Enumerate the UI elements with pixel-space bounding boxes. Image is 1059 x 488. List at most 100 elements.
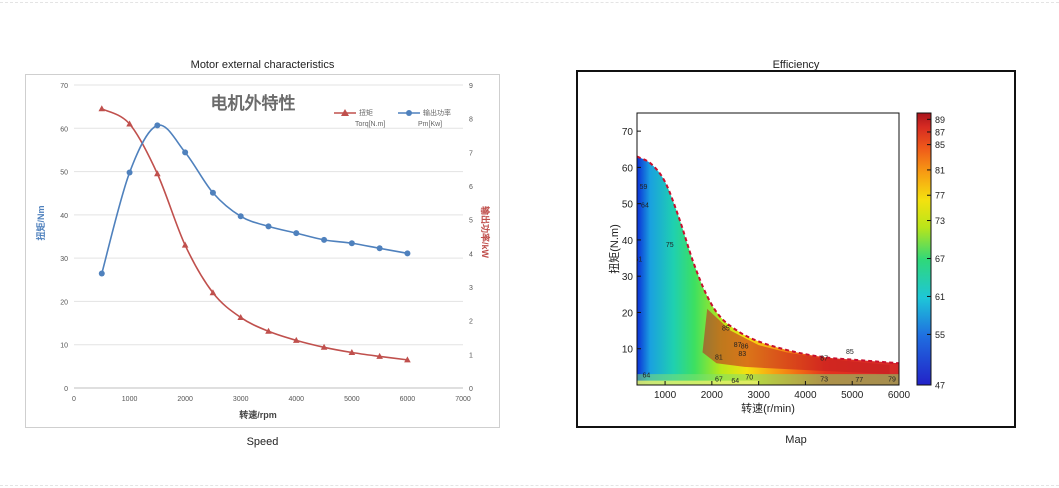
torque-data-point bbox=[320, 343, 328, 350]
contour-label: 59 bbox=[640, 184, 648, 191]
low-torque-shade bbox=[637, 380, 759, 385]
y-right-tick-label: 6 bbox=[469, 184, 473, 191]
map-x-tick-label: 3000 bbox=[748, 390, 771, 401]
contour-label: 79 bbox=[888, 376, 896, 383]
power-series-line bbox=[101, 124, 408, 274]
plot-frame bbox=[636, 112, 900, 386]
x-tick-label: 2000 bbox=[177, 396, 193, 403]
y-left-tick-label: 60 bbox=[60, 126, 68, 133]
contour-label: 85 bbox=[722, 326, 730, 333]
map-y-tick-label: 10 bbox=[622, 345, 634, 356]
map-y-tick-label: 40 bbox=[622, 236, 634, 247]
contour-label: 81 bbox=[715, 355, 723, 362]
torque-series-line bbox=[101, 108, 408, 361]
y-right-tick-label: 1 bbox=[469, 352, 473, 359]
map-y-tick-label: 70 bbox=[622, 127, 634, 138]
torque-data-point bbox=[292, 336, 300, 343]
y-left-tick-label: 70 bbox=[60, 83, 68, 90]
contour-label: 77 bbox=[855, 377, 863, 384]
y-right-tick-label: 4 bbox=[469, 251, 473, 258]
x-axis-label: 转速/rpm bbox=[239, 409, 277, 420]
contour-label: 83 bbox=[738, 351, 746, 358]
chart-legend: 扭矩 Torq[N.m] 输出功率 Pm[Kw] bbox=[334, 108, 451, 128]
torque-data-point bbox=[265, 327, 272, 334]
colorbar-tick-label: 89 bbox=[935, 115, 945, 125]
colorbar-tick-label: 73 bbox=[935, 216, 945, 226]
chart-series bbox=[98, 105, 411, 363]
y-left-tick-label: 30 bbox=[60, 256, 68, 263]
chart-gridlines bbox=[74, 84, 463, 389]
torque-data-point bbox=[181, 241, 189, 248]
power-data-point bbox=[98, 270, 105, 277]
y-right-tick-label: 7 bbox=[469, 150, 473, 157]
map-y-tick-label: 50 bbox=[622, 200, 634, 211]
map-x-tick-label: 4000 bbox=[794, 390, 817, 401]
motor-characteristics-chart: 0 10 20 30 40 50 60 70 0 1 2 3 4 5 6 7 8 9 0 1000 2000 3000 40… bbox=[25, 74, 500, 428]
colorbar-tick-label: 87 bbox=[935, 127, 945, 137]
map-tick-labels: 1000 2000 3000 4000 5000 6000 10 20 30 40 50 60 70 bbox=[622, 127, 911, 401]
low-torque-shade bbox=[637, 374, 899, 385]
x-tick-label: 1000 bbox=[122, 396, 138, 403]
x-tick-label: 0 bbox=[72, 396, 76, 403]
y-left-tick-label: 20 bbox=[60, 299, 68, 306]
y-right-tick-label: 0 bbox=[469, 386, 473, 393]
contour-label: 67 bbox=[715, 376, 723, 383]
power-data-point bbox=[182, 149, 189, 156]
x-tick-label: 4000 bbox=[288, 396, 304, 403]
power-data-point bbox=[237, 213, 244, 220]
map-x-tick-label: 1000 bbox=[654, 390, 677, 401]
efficiency-map-chart: 59 64 75 61 85 87 86 81 83 64 67 64 70 73 77 87 85 79 100… bbox=[576, 70, 1016, 428]
colorbar-tick-label: 55 bbox=[935, 330, 945, 340]
torque-data-point bbox=[154, 170, 161, 177]
map-y-tick-label: 30 bbox=[622, 272, 634, 283]
power-data-point bbox=[293, 230, 300, 237]
torque-data-point bbox=[209, 289, 217, 296]
map-y-tick-label: 60 bbox=[622, 163, 634, 174]
contour-label: 85 bbox=[846, 349, 854, 356]
y-left-tick-label: 10 bbox=[60, 343, 68, 350]
power-data-point bbox=[265, 223, 272, 230]
power-data-point bbox=[321, 236, 328, 243]
low-torque-band bbox=[637, 374, 899, 385]
power-data-point bbox=[126, 169, 133, 176]
y-right-tick-label: 2 bbox=[469, 319, 473, 326]
map-y-axis-label: 扭矩(N.m) bbox=[607, 224, 621, 274]
contour-label: 73 bbox=[820, 376, 828, 383]
legend-torque-unit: Torq[N.m] bbox=[355, 121, 385, 128]
colorbar-tick-label: 61 bbox=[935, 292, 945, 302]
chart-title: 电机外特性 bbox=[211, 93, 296, 113]
y-right-tick-label: 3 bbox=[469, 285, 473, 292]
y-left-tick-label: 50 bbox=[60, 170, 68, 177]
torque-limit-boundary bbox=[637, 155, 899, 365]
torque-data-point bbox=[348, 349, 356, 356]
x-tick-label: 5000 bbox=[344, 396, 360, 403]
legend-torque-name: 扭矩 bbox=[359, 108, 373, 117]
x-tick-label: 3000 bbox=[233, 396, 249, 403]
y-right-tick-label: 5 bbox=[469, 218, 473, 225]
map-x-tick-label: 5000 bbox=[841, 390, 864, 401]
map-y-tick-label: 20 bbox=[622, 308, 634, 319]
chart-tick-labels: 0 10 20 30 40 50 60 70 0 1 2 3 4 5 6 7 8 9 0 1000 2000 3000 40… bbox=[60, 83, 473, 403]
contour-label: 61 bbox=[635, 257, 643, 264]
contour-label: 87 bbox=[734, 342, 742, 349]
torque-data-point bbox=[237, 313, 245, 320]
power-data-point bbox=[209, 189, 216, 196]
colorbar bbox=[916, 112, 932, 386]
colorbar-tick-label: 85 bbox=[935, 140, 945, 150]
y-right-tick-label: 9 bbox=[469, 83, 473, 90]
power-data-point bbox=[376, 245, 383, 252]
colorbar-tick-labels: 47 55 61 67 73 77 81 85 87 89 bbox=[927, 115, 945, 391]
torque-data-point bbox=[376, 352, 383, 359]
torque-data-point bbox=[126, 120, 133, 127]
contour-label: 64 bbox=[641, 202, 649, 209]
colorbar-tick-label: 81 bbox=[935, 165, 945, 175]
y-axis-right-label: 输出功率/kW bbox=[480, 206, 491, 259]
peak-efficiency-zone bbox=[702, 308, 890, 375]
colorbar-tick-label: 47 bbox=[935, 381, 945, 391]
torque-data-point bbox=[98, 105, 106, 112]
y-left-tick-label: 0 bbox=[64, 386, 68, 393]
colorbar-tick-label: 77 bbox=[935, 191, 945, 201]
contour-label: 87 bbox=[820, 355, 828, 362]
y-left-tick-label: 40 bbox=[60, 213, 68, 220]
